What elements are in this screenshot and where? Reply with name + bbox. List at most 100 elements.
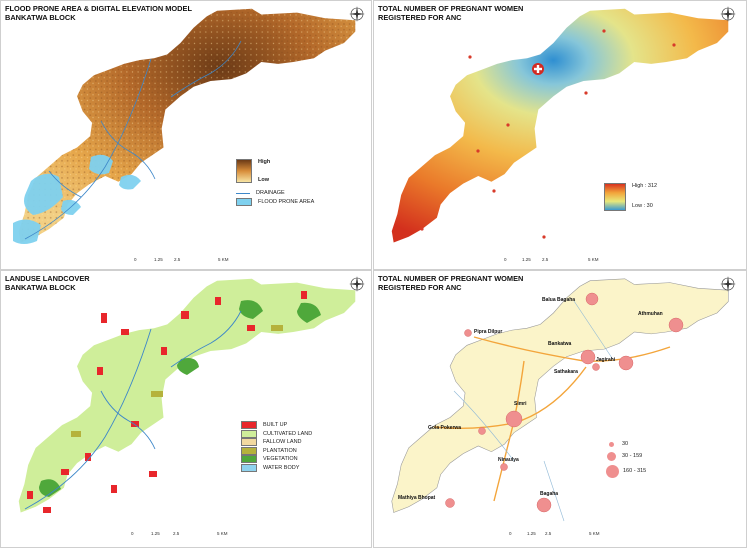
- anc-ramp: [604, 183, 626, 211]
- legend-label: 30 - 159: [622, 453, 643, 459]
- scale-bar: 0 1.25 2.5 5 KM: [131, 531, 231, 541]
- compass-rose-icon: [720, 276, 736, 292]
- bubble-medium: [607, 451, 616, 461]
- drainage-swatch: [236, 192, 250, 194]
- legend-high: High : 312: [632, 183, 658, 189]
- scale-tick: 5 KM: [588, 257, 599, 262]
- title-line-1: TOTAL NUMBER OF PREGNANT WOMEN: [378, 4, 524, 13]
- scale-tick: 2.5: [174, 257, 181, 262]
- legend-high: High: [258, 159, 271, 165]
- title-line-2: REGISTERED FOR ANC: [378, 13, 462, 22]
- scale-tick: 1.25: [154, 257, 163, 262]
- scale-tick: 5 KM: [217, 531, 228, 536]
- legend-swatch: [241, 421, 257, 430]
- legend-label: BUILT UP: [263, 422, 288, 429]
- legend-label: VEGETATION: [263, 456, 298, 463]
- scale-tick: 0: [131, 531, 134, 536]
- place-label: Mathiya Bhopat: [398, 495, 436, 501]
- legend-row: 160 - 315: [606, 463, 646, 479]
- scale-tick: 1.25: [527, 531, 536, 536]
- bubble-small: [609, 441, 614, 447]
- legend-swatch: [241, 438, 257, 447]
- place-label: Bankatwa: [548, 341, 572, 347]
- place-label: Pipra Dilpur: [474, 329, 502, 335]
- legend-label: CULTIVATED LAND: [263, 430, 313, 437]
- scale-bar: 0 1.25 2.5 5 KM: [509, 531, 609, 541]
- place-label: Ninaulya: [498, 457, 519, 463]
- legend-swatch: [241, 455, 257, 464]
- anc-bubble-map: Balua Bagaha Athmuhan Pipra Dilpur Banka…: [391, 278, 729, 522]
- minor-roads: [453, 300, 615, 522]
- anc-heat-map: [391, 8, 729, 243]
- legend-row: BUILT UP: [241, 421, 312, 430]
- legend-label: 160 - 315: [623, 468, 647, 474]
- flood-legend: High Low DRAINAGE FLOOD PRONE AREA: [236, 159, 314, 206]
- legend-label: FALLOW LAND: [263, 439, 302, 446]
- scale-tick: 2.5: [542, 257, 549, 262]
- village-markers: [420, 29, 676, 239]
- title-line-2: REGISTERED FOR ANC: [378, 283, 462, 292]
- panel-landuse: LANDUSE LANDCOVER BANKATWA BLOCK BUILT U…: [0, 270, 372, 548]
- scale-tick: 0: [509, 531, 512, 536]
- place-label: Athmuhan: [638, 311, 663, 317]
- water-body-lines: [24, 310, 242, 510]
- scale-tick: 1.25: [151, 531, 160, 536]
- vegetation-patches: [39, 300, 321, 497]
- flood-dem-map: [13, 8, 356, 244]
- scale-tick: 2.5: [545, 531, 552, 536]
- scale-tick: 0: [504, 257, 507, 262]
- place-label: Jagirahi: [596, 357, 616, 363]
- flood-prone-zones: [13, 154, 141, 244]
- legend-row: FALLOW LAND: [241, 438, 312, 447]
- title-line-2: BANKATWA BLOCK: [5, 13, 76, 22]
- scale-tick: 5 KM: [589, 531, 600, 536]
- place-label: Balua Bagaha: [542, 297, 575, 303]
- legend-label: PLANTATION: [263, 447, 297, 454]
- compass-rose-icon: [349, 276, 365, 292]
- anc-legend: High : 312 Low : 30: [604, 183, 657, 211]
- legend-swatch: [241, 446, 257, 455]
- legend-swatch: [241, 429, 257, 438]
- legend-row: 30: [606, 439, 646, 449]
- anc-bubbles: [445, 292, 684, 513]
- legend-label: FLOOD PRONE AREA: [258, 198, 315, 205]
- legend-label: 30: [622, 441, 629, 447]
- legend-swatch: [241, 463, 257, 472]
- scale-tick: 0: [134, 257, 137, 262]
- built-up-patches: [27, 291, 307, 513]
- landuse-legend: BUILT UP CULTIVATED LAND FALLOW LAND PLA…: [241, 421, 312, 472]
- title-line-2: BANKATWA BLOCK: [5, 283, 76, 292]
- title-line-1: FLOOD PRONE AREA & DIGITAL ELEVATION MOD…: [5, 4, 192, 13]
- hospital-cross-icon: [532, 63, 544, 75]
- plantation-patches: [71, 325, 283, 437]
- legend-row: WATER BODY: [241, 463, 312, 473]
- bubble-legend: 30 30 - 159 160 - 315: [606, 439, 646, 479]
- legend-low: Low : 30: [632, 203, 653, 209]
- place-labels: Balua Bagaha Athmuhan Pipra Dilpur Banka…: [398, 297, 663, 501]
- place-label: Gola Pokerwa: [428, 425, 461, 431]
- scale-bar: 0 1.25 2.5 5 KM: [504, 257, 604, 267]
- title-line-1: LANDUSE LANDCOVER: [5, 274, 90, 283]
- panel-title: TOTAL NUMBER OF PREGNANT WOMEN REGISTERE…: [378, 274, 523, 292]
- legend-row-flood: FLOOD PRONE AREA: [236, 197, 315, 207]
- legend-row: PLANTATION: [241, 446, 312, 456]
- legend-label: WATER BODY: [263, 464, 300, 471]
- legend-row: CULTIVATED LAND: [241, 429, 313, 439]
- bubble-large: [606, 464, 619, 478]
- title-line-1: TOTAL NUMBER OF PREGNANT WOMEN: [378, 274, 524, 283]
- place-label: Bagaha: [540, 491, 558, 497]
- panel-anc-heatmap: TOTAL NUMBER OF PREGNANT WOMEN REGISTERE…: [373, 0, 747, 270]
- legend-row-drainage: DRAINAGE: [236, 189, 314, 198]
- legend-row: VEGETATION: [241, 455, 312, 464]
- scale-tick: 1.25: [522, 257, 531, 262]
- scale-bar: 0 1.25 2.5 5 KM: [134, 257, 234, 267]
- panel-title: LANDUSE LANDCOVER BANKATWA BLOCK: [5, 274, 90, 292]
- panel-flood-dem: FLOOD PRONE AREA & DIGITAL ELEVATION MOD…: [0, 0, 372, 270]
- panel-title: FLOOD PRONE AREA & DIGITAL ELEVATION MOD…: [5, 4, 192, 22]
- scale-tick: 5 KM: [218, 257, 229, 262]
- panel-title: TOTAL NUMBER OF PREGNANT WOMEN REGISTERE…: [378, 4, 523, 22]
- elevation-ramp: [236, 159, 252, 183]
- flood-swatch: [236, 197, 252, 206]
- compass-rose-icon: [349, 6, 365, 22]
- legend-low: Low: [258, 177, 269, 183]
